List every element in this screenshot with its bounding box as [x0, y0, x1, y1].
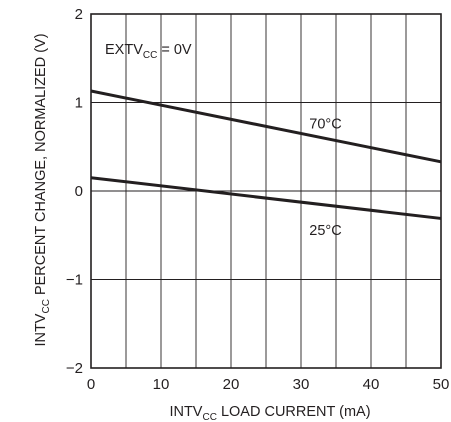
- y-tick-label: −1: [66, 272, 83, 289]
- y-axis-label-subscript: CC: [41, 299, 52, 313]
- x-tick-label: 20: [223, 376, 240, 393]
- x-tick-label: 10: [153, 376, 170, 393]
- x-tick-label: 40: [363, 376, 380, 393]
- series-label-1: 25°C: [309, 223, 341, 239]
- x-tick-label: 50: [433, 376, 450, 393]
- series-lines: 70°C 25°C: [90, 89, 442, 239]
- x-axis-label-rest: LOAD CURRENT (mA): [217, 404, 371, 420]
- x-axis-label-main: INTV: [169, 404, 202, 420]
- series-line-0: [90, 89, 442, 164]
- y-tick-labels: −2 −1 0 1 2: [66, 6, 83, 377]
- x-axis-label: INTVCC LOAD CURRENT (mA): [169, 404, 370, 422]
- series-label-0: 70°C: [309, 116, 341, 132]
- grid: [91, 14, 441, 368]
- x-tick-label: 30: [293, 376, 310, 393]
- x-tick-labels: 0 10 20 30 40 50: [87, 376, 450, 393]
- extvcc-annotation: EXTVCC = 0V: [105, 42, 192, 61]
- annotation-main: EXTV: [105, 42, 143, 58]
- y-axis-label-rest: PERCENT CHANGE, NORMALIZED (V): [33, 33, 49, 299]
- annotation-subscript: CC: [143, 50, 157, 61]
- y-tick-label: −2: [66, 360, 83, 377]
- y-axis-label-main: INTV: [33, 313, 49, 346]
- y-axis-label: INTVCC PERCENT CHANGE, NORMALIZED (V): [33, 33, 52, 346]
- y-tick-label: 1: [75, 95, 83, 112]
- plot-frame: [90, 13, 442, 369]
- annotation-rest: = 0V: [157, 42, 192, 58]
- y-tick-label: 2: [75, 6, 83, 23]
- series-line-1: [90, 176, 442, 220]
- y-tick-label: 0: [75, 183, 83, 200]
- x-tick-label: 0: [87, 376, 95, 393]
- x-axis-label-subscript: CC: [202, 412, 216, 422]
